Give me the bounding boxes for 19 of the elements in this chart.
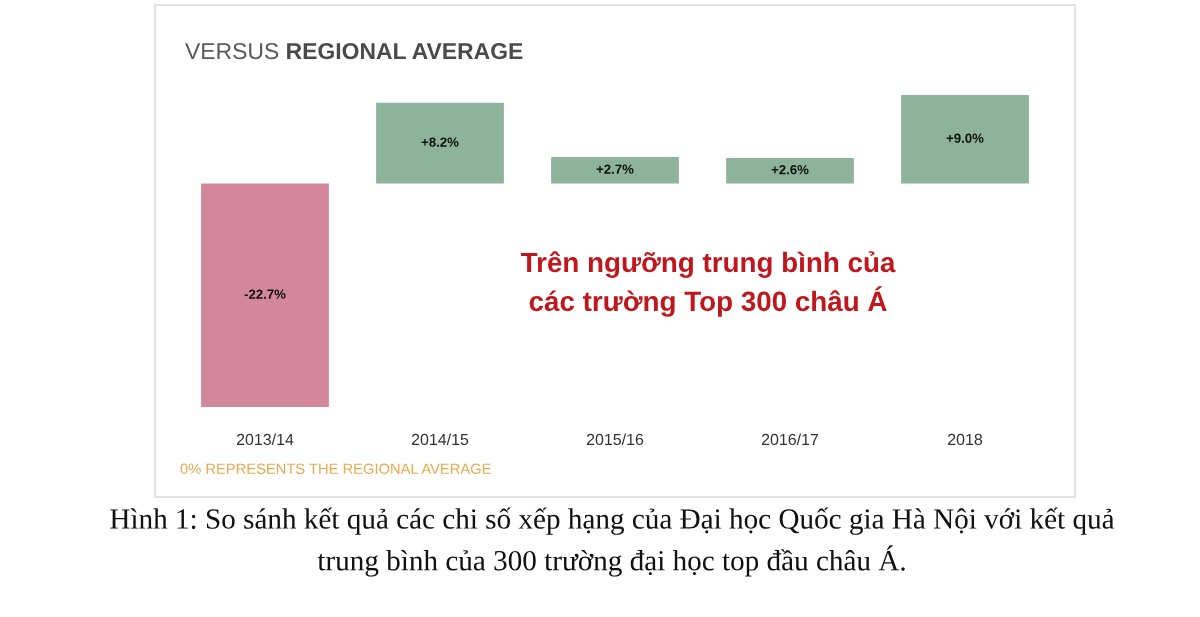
bar [726, 157, 854, 184]
data-label: -22.7% [244, 289, 286, 299]
chart-title: VERSUS REGIONAL AVERAGE [185, 43, 523, 60]
bar [901, 95, 1029, 184]
data-label: +2.6% [771, 164, 809, 175]
x-tick-label: 2018 [948, 433, 983, 446]
x-tick-label: 2015/16 [586, 433, 644, 446]
data-label: +2.7% [596, 164, 634, 174]
bar [376, 102, 504, 184]
data-label: +8.2% [421, 137, 459, 147]
x-tick-label: 2013/14 [236, 433, 294, 446]
bar [551, 157, 679, 184]
text: Hình 1: So sánh kết quả các chi số xếp hạng của Đại học Quốc gia Hà Nội với kết quả trung bình của 300 trường đại học top đầu châu Á. [110, 507, 1115, 577]
x-tick-label: 2016/17 [761, 433, 819, 446]
data-label: +9.0% [946, 133, 984, 143]
text: 0% REPRESENTS THE REGIONAL AVERAGE [180, 463, 491, 474]
bar [201, 183, 329, 407]
x-tick-label: 2014/15 [411, 433, 469, 446]
annotation: Trên ngưỡng trung bình của các trường Top 300 châu Á [520, 251, 896, 317]
